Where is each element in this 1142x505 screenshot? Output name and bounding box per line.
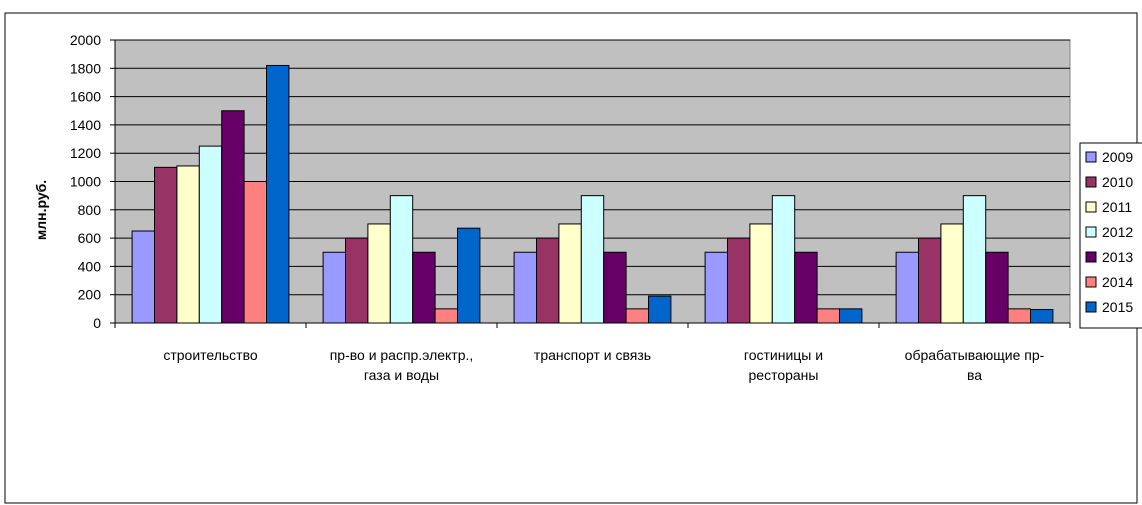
legend-swatch [1085,201,1097,213]
bar-2013 [603,251,627,324]
x-tick-label: гостиницы и [744,347,823,363]
y-tick-label: 1600 [70,89,101,105]
x-tick-label: ва [967,367,982,383]
legend-swatch [1085,276,1097,288]
bar-2015 [266,64,290,324]
legend-swatch [1085,151,1097,163]
bar-2011 [940,223,964,324]
bar-2015 [648,295,672,324]
bar-2014 [625,308,649,324]
x-tick-label: рестораны [749,367,819,383]
y-tick-label: 1000 [70,174,101,190]
bar-2011 [558,223,582,324]
bar-2013 [985,251,1009,324]
bar-2012 [962,195,987,324]
legend-label: 2015 [1102,299,1133,315]
bar-2009 [322,251,347,324]
x-tick-label: обрабатывающие пр- [905,347,1045,363]
bar-2009 [513,251,537,324]
y-tick-label: 200 [78,287,102,303]
bar-2010 [536,237,560,324]
legend-label: 2011 [1102,199,1132,215]
legend-label: 2009 [1102,149,1133,165]
y-tick-label: 600 [78,230,102,246]
y-tick-label: 1200 [70,145,101,161]
y-tick-label: 1400 [70,117,101,133]
bar-2010 [918,237,942,324]
bar-2014 [816,308,840,324]
legend-swatch [1085,176,1097,188]
bar-2012 [771,195,796,324]
x-tick-label: пр-во и распр.электр., [330,347,474,363]
legend-label: 2010 [1102,174,1133,190]
bar-2013 [794,251,818,324]
bar-2010 [345,237,369,324]
y-tick-label: 800 [78,202,102,218]
bar-2010 [727,237,751,324]
bar-2015 [839,308,863,324]
x-tick-label: транспорт и связь [534,347,651,363]
bar-2009 [895,251,919,324]
legend-label: 2012 [1102,224,1133,240]
bar-2011 [367,223,391,324]
legend-swatch [1085,251,1097,263]
legend: 2009 2010 2011 2012 2013 2014 2015 [1079,142,1142,329]
bar-2009 [704,251,728,324]
bar-2014 [243,181,268,324]
bar-2011 [749,223,773,324]
bar-2010 [154,166,178,324]
legend-swatch [1085,301,1097,313]
y-tick-labels: 0 200 400 600 800 1000 1200 1400 1600 1800 2000 [70,32,101,331]
y-tick-label: 1800 [70,60,101,76]
x-tick-label: газа и воды [364,367,439,383]
bar-2009 [131,230,156,324]
x-tick-labels: строительство пр-во и распр.электр., газа … [163,347,1044,383]
legend-label: 2013 [1102,249,1133,265]
x-tick-label: строительство [163,347,258,363]
y-tick-label: 400 [78,258,102,274]
legend-label: 2014 [1102,274,1133,290]
bar-2013 [412,251,436,324]
bar-2012 [198,145,223,324]
axes [110,39,1071,328]
bar-2012 [580,195,605,324]
y-axis-label: млн.руб. [33,180,49,240]
bar-2012 [389,195,414,324]
bars [131,64,1054,324]
bar-2014 [1007,308,1031,324]
legend-swatch [1085,226,1097,238]
bar-2014 [434,308,459,324]
bar-2015 [1030,309,1054,324]
bar-2013 [221,110,245,324]
bar-2015 [457,227,481,324]
y-tick-label: 0 [93,315,101,331]
y-tick-label: 2000 [70,32,101,48]
bar-2011 [176,165,200,324]
